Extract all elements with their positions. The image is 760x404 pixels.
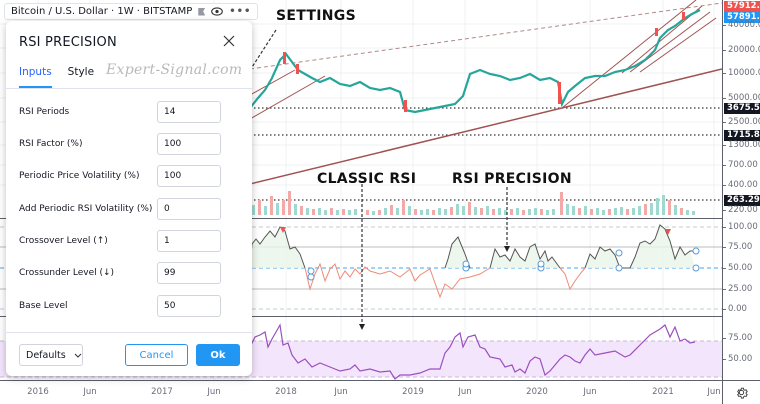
price-label: 2500.00 xyxy=(722,117,760,127)
rsi-label: 100.00 xyxy=(723,222,758,232)
time-label: 2018 xyxy=(275,387,297,397)
price-label: 40000.00 xyxy=(723,20,760,30)
time-label: Jun xyxy=(207,387,221,397)
field-base-level: Base Level 50 xyxy=(19,295,221,317)
field-label: Crossover Level (↑) xyxy=(19,236,108,246)
time-label: Jun xyxy=(334,387,348,397)
rsi-label: 75.00 xyxy=(722,242,753,252)
gear-icon xyxy=(737,387,748,399)
divider xyxy=(6,332,252,333)
divider xyxy=(6,88,252,89)
time-label: Jun xyxy=(458,387,472,397)
rsi-label: 0.00 xyxy=(723,304,747,314)
dialog-title: RSI PRECISION xyxy=(19,35,117,50)
ask-price-tag: 57912.43 xyxy=(724,1,760,12)
field-crossover-level: Crossover Level (↑) 1 xyxy=(19,230,221,252)
defaults-dropdown[interactable]: Defaults xyxy=(19,344,83,366)
annotation-rsi-precision: RSI PRECISION xyxy=(452,171,572,187)
chart-settings-button[interactable] xyxy=(722,380,760,404)
time-label: 2021 xyxy=(652,387,674,397)
level-price-tag: 1715.80 xyxy=(724,130,760,141)
flag-icon[interactable] xyxy=(198,7,206,16)
crossunder-level-input[interactable]: 99 xyxy=(157,262,221,284)
field-rsi-factor: RSI Factor (%) 100 xyxy=(19,133,221,155)
level-price-tag: 3675.54 xyxy=(724,103,760,114)
field-periodic-price-volatility: Periodic Price Volatility (%) 100 xyxy=(19,165,221,187)
time-label: Jun xyxy=(707,387,721,397)
field-label: RSI Factor (%) xyxy=(19,139,83,149)
price-label: 700.00 xyxy=(723,160,758,170)
cancel-button[interactable]: Cancel xyxy=(125,344,188,366)
periodic-price-volatility-input[interactable]: 100 xyxy=(157,165,221,187)
pane-separator[interactable] xyxy=(0,218,760,219)
field-label: Add Periodic RSI Volatility (%) xyxy=(19,204,153,214)
field-label: Periodic Price Volatility (%) xyxy=(19,171,140,181)
base-level-input[interactable]: 50 xyxy=(157,295,221,317)
defaults-label: Defaults xyxy=(26,349,66,361)
price-label: 5000.00 xyxy=(722,93,760,103)
price-label: 400.00 xyxy=(723,180,758,190)
field-crossunder-level: Crossunder Level (↓) 99 xyxy=(19,262,221,284)
rsi-precision-settings-dialog: RSI PRECISION Inputs Style Expert-Signal… xyxy=(6,21,252,376)
price-label: 20000.00 xyxy=(723,45,760,55)
chevron-down-icon xyxy=(74,353,82,358)
field-rsi-periods: RSI Periods 14 xyxy=(19,101,221,123)
symbol-title: Bitcoin / U.S. Dollar · 1W · BITSTAMP xyxy=(11,6,193,17)
pane-separator[interactable] xyxy=(0,316,760,317)
field-label: Crossunder Level (↓) xyxy=(19,268,115,278)
annotation-classic-rsi: CLASSIC RSI xyxy=(317,171,417,187)
price-axis[interactable]: 57912.43 57891.39 40000.00 20000.00 1000… xyxy=(722,0,760,380)
price-label: 220.00 xyxy=(723,205,758,215)
tab-style[interactable]: Style xyxy=(67,66,95,78)
level-price-tag: 263.29 xyxy=(724,195,760,206)
rsi-label: 75.00 xyxy=(722,333,753,343)
watermark: Expert-Signal.com xyxy=(106,62,243,78)
add-periodic-rsi-volatility-input[interactable]: 0 xyxy=(157,198,221,220)
price-label: 10000.00 xyxy=(723,68,760,78)
field-label: Base Level xyxy=(19,301,68,311)
price-label: 1300.00 xyxy=(722,140,760,150)
rsi-label: 25.00 xyxy=(722,284,753,294)
time-label: 2017 xyxy=(151,387,173,397)
rsi-label: 50.00 xyxy=(722,263,753,273)
symbol-legend[interactable]: Bitcoin / U.S. Dollar · 1W · BITSTAMP ••… xyxy=(4,3,259,20)
time-axis[interactable]: 2016 Jun 2017 Jun 2018 Jun 2019 Jun 2020… xyxy=(0,380,722,404)
time-label: Jun xyxy=(583,387,597,397)
crossover-level-input[interactable]: 1 xyxy=(157,230,221,252)
ok-button[interactable]: Ok xyxy=(196,344,240,366)
time-label: 2020 xyxy=(526,387,548,397)
rsi-periods-input[interactable]: 14 xyxy=(157,101,221,123)
bid-price-tag: 57891.39 xyxy=(724,12,760,23)
rsi-label: 50.00 xyxy=(722,354,753,364)
dialog-tabs: Inputs Style xyxy=(19,66,94,88)
more-icon[interactable]: ••• xyxy=(229,6,252,17)
tab-inputs[interactable]: Inputs xyxy=(19,66,52,88)
close-icon[interactable] xyxy=(221,33,237,49)
time-label: 2019 xyxy=(402,387,424,397)
time-label: Jun xyxy=(83,387,97,397)
eye-icon[interactable] xyxy=(211,7,224,16)
rsi-factor-input[interactable]: 100 xyxy=(157,133,221,155)
annotation-settings: SETTINGS xyxy=(276,8,356,24)
time-label: 2016 xyxy=(27,387,49,397)
field-label: RSI Periods xyxy=(19,107,70,117)
field-add-periodic-rsi-volatility: Add Periodic RSI Volatility (%) 0 xyxy=(19,198,221,220)
